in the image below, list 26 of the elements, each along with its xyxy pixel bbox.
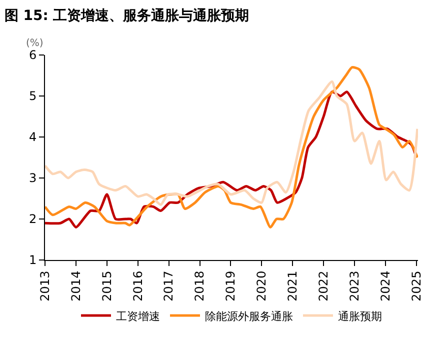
x-tick-label: 2016 xyxy=(130,270,145,302)
x-tick-label: 2018 xyxy=(192,270,207,302)
y-tick-label: 6 xyxy=(28,48,37,62)
x-tick-label: 2014 xyxy=(68,270,83,302)
y-axis-title: (%) xyxy=(26,38,44,49)
x-tick-label: 2015 xyxy=(100,270,114,302)
y-tick-label: 5 xyxy=(28,89,37,104)
x-tick-label: 2023 xyxy=(347,270,362,302)
legend-label: 除能源外服务通胀 xyxy=(205,310,293,323)
legend-label: 工资增速 xyxy=(116,310,160,323)
line-series xyxy=(45,80,418,206)
x-tick-label: 2013 xyxy=(38,270,52,302)
y-tick-label: 3 xyxy=(28,171,37,186)
x-tick-label: 2019 xyxy=(224,270,238,302)
y-tick-label: 4 xyxy=(28,130,37,144)
chart-title: 图 15: 工资增速、服务通胀与通胀预期 xyxy=(4,7,250,24)
x-tick-label: 2025 xyxy=(409,270,424,302)
x-tick-label: 2024 xyxy=(378,270,392,302)
y-tick-label: 2 xyxy=(28,212,37,226)
x-tick-label: 2020 xyxy=(254,270,269,302)
legend-label: 通胀预期 xyxy=(338,310,382,323)
y-tick-label: 1 xyxy=(28,253,37,268)
x-tick-label: 2022 xyxy=(316,270,330,302)
x-tick-label: 2021 xyxy=(286,270,300,302)
x-tick-label: 2017 xyxy=(162,270,176,302)
line-series xyxy=(45,66,418,228)
